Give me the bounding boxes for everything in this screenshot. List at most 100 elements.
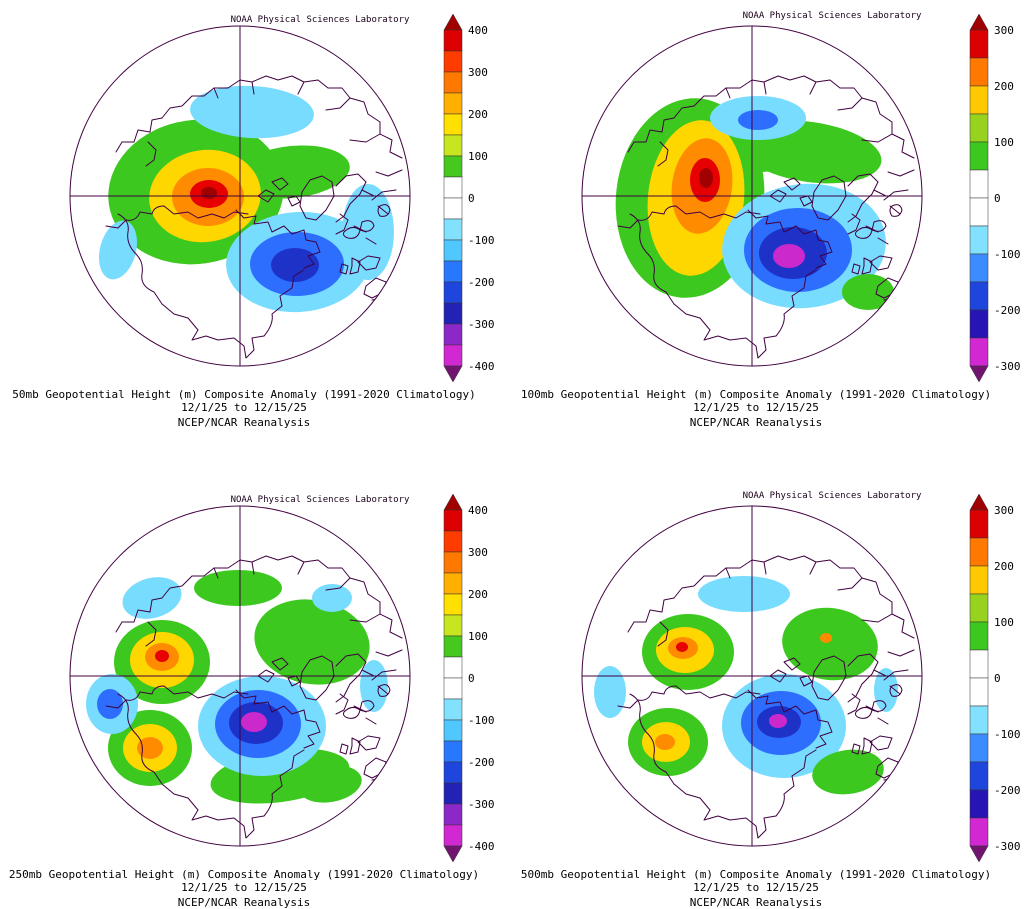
anomaly-blob	[241, 712, 267, 732]
colorbar-segment	[443, 134, 463, 157]
colorbar-segment	[443, 572, 463, 595]
colorbar-segment	[443, 782, 463, 805]
colorbar-tick: 100	[468, 150, 488, 163]
colorbar-tick: 200	[468, 108, 488, 121]
colorbar-tick: -300	[994, 840, 1021, 853]
colorbar-segment	[443, 155, 463, 178]
anomaly-field	[582, 26, 922, 366]
colorbar-tick: -200	[468, 276, 495, 289]
caption-source: NCEP/NCAR Reanalysis	[690, 416, 822, 429]
panel-250mb: NOAA Physical Sciences Laboratory 400 30…	[9, 493, 495, 909]
colorbar-tick: 300	[468, 546, 488, 559]
colorbar-segment	[443, 281, 463, 304]
colorbar-segment	[443, 260, 463, 283]
colorbar-segment	[969, 677, 989, 707]
colorbar-tick: -400	[468, 840, 495, 853]
anomaly-field	[70, 506, 410, 846]
colorbar-tick: 400	[468, 504, 488, 517]
colorbar-tick: 0	[994, 672, 1001, 685]
colorbar-segment	[969, 337, 989, 367]
anomaly-blob	[782, 607, 878, 681]
anomaly-blob	[137, 737, 163, 759]
anomaly-blob	[698, 576, 790, 612]
colorbar-segment	[443, 677, 463, 700]
colorbar-segment	[443, 29, 463, 52]
anomaly-blob	[97, 689, 123, 719]
colorbar-arrow-top	[969, 13, 989, 31]
colorbar-segment	[969, 281, 989, 311]
anomaly-blob	[155, 650, 169, 662]
caption-dates: 12/1/25 to 12/15/25	[693, 401, 819, 414]
colorbar-segment	[443, 824, 463, 847]
anomaly-blob	[738, 110, 778, 130]
colorbar-segment	[969, 705, 989, 735]
colorbar-tick: 200	[994, 560, 1014, 573]
colorbar-segment	[443, 656, 463, 679]
colorbar-segment	[443, 803, 463, 826]
colorbar-segment	[969, 309, 989, 339]
colorbar-tick: -100	[994, 248, 1021, 261]
colorbar-tick: -300	[994, 360, 1021, 373]
colorbar: 300 200 100 0 -100 -200 -300	[969, 13, 1021, 383]
caption-title: 100mb Geopotential Height (m) Composite …	[521, 388, 991, 401]
caption-title: 250mb Geopotential Height (m) Composite …	[9, 868, 479, 881]
panel-50mb: NOAA Physical Sciences Laboratory 400 30…	[12, 13, 495, 429]
colorbar-segment	[443, 197, 463, 220]
colorbar-segment	[969, 197, 989, 227]
colorbar-tick: 100	[994, 136, 1014, 149]
colorbar: 400 300 200 100 0 -100 -200 -300 -400	[443, 13, 495, 383]
colorbar-tick: 0	[994, 192, 1001, 205]
colorbar-arrow-bottom	[443, 365, 463, 383]
colorbar-segment	[443, 509, 463, 532]
map-boundary	[581, 25, 923, 367]
panel-cell-500mb: NOAA Physical Sciences Laboratory 300 20…	[512, 454, 1024, 909]
colorbar-segment	[443, 71, 463, 94]
anomaly-blob	[812, 749, 884, 795]
colorbar-segment	[443, 740, 463, 763]
colorbar-tick: -100	[994, 728, 1021, 741]
map-boundary	[69, 505, 411, 847]
colorbar-segment	[443, 635, 463, 658]
colorbar-tick: -400	[468, 360, 495, 373]
noaa-header: NOAA Physical Sciences Laboratory	[231, 495, 410, 505]
caption-source: NCEP/NCAR Reanalysis	[178, 416, 310, 429]
colorbar-tick: 100	[994, 616, 1014, 629]
colorbar-segment	[443, 92, 463, 115]
colorbar-segment	[969, 761, 989, 791]
colorbar-segment	[969, 649, 989, 679]
anomaly-blob	[122, 577, 182, 619]
colorbar-segment	[969, 565, 989, 595]
colorbar-segment	[443, 530, 463, 553]
colorbar-segment	[969, 253, 989, 283]
noaa-header: NOAA Physical Sciences Laboratory	[743, 491, 922, 501]
colorbar-tick: -300	[468, 318, 495, 331]
map-boundary	[581, 505, 923, 847]
colorbar-tick: -300	[468, 798, 495, 811]
panel-cell-250mb: NOAA Physical Sciences Laboratory 400 30…	[0, 454, 512, 909]
colorbar-segment	[443, 302, 463, 325]
anomaly-blob	[773, 244, 805, 268]
colorbar-segment	[443, 593, 463, 616]
colorbar-segment	[969, 141, 989, 171]
colorbar-tick: -100	[468, 234, 495, 247]
colorbar-segment	[443, 323, 463, 346]
panel-100mb: NOAA Physical Sciences Laboratory 300 20…	[521, 11, 1021, 429]
colorbar-segment	[969, 789, 989, 819]
caption-source: NCEP/NCAR Reanalysis	[178, 896, 310, 909]
anomaly-blob	[194, 570, 282, 606]
colorbar-segment	[443, 239, 463, 262]
caption-dates: 12/1/25 to 12/15/25	[181, 881, 307, 894]
map-boundary	[69, 25, 411, 367]
grid-crosshair	[582, 506, 922, 846]
colorbar-tick: 300	[994, 24, 1014, 37]
colorbar-segment	[443, 218, 463, 241]
colorbar-segment	[443, 176, 463, 199]
colorbar-tick: -200	[468, 756, 495, 769]
colorbar-tick: 200	[468, 588, 488, 601]
anomaly-blob	[190, 85, 314, 139]
colorbar-segment	[969, 113, 989, 143]
colorbar-tick: 100	[468, 630, 488, 643]
colorbar-segment	[969, 537, 989, 567]
anomaly-blob	[820, 633, 832, 643]
colorbar-arrow-bottom	[969, 365, 989, 383]
